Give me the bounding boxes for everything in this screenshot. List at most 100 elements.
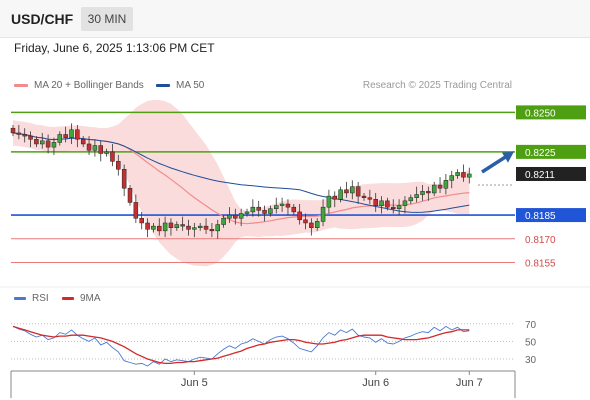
timeframe-badge[interactable]: 30 MIN — [81, 7, 133, 31]
candle-body[interactable] — [314, 221, 320, 228]
candle-body[interactable] — [151, 225, 156, 230]
candle-body[interactable] — [80, 138, 86, 145]
candle-body[interactable] — [51, 142, 57, 148]
rsi-series-9ma — [12, 325, 470, 365]
header-bar: USD/CHF 30 MIN — [0, 0, 590, 38]
x-tick-label: Jun 7 — [456, 377, 483, 389]
candle-body[interactable] — [449, 175, 454, 181]
candle-body[interactable] — [45, 140, 51, 148]
candle-body[interactable] — [34, 138, 39, 145]
candle-body[interactable] — [133, 202, 139, 219]
candle-body[interactable] — [420, 191, 425, 195]
candle-body[interactable] — [297, 211, 302, 221]
candle-body[interactable] — [244, 211, 250, 214]
candle-body[interactable] — [338, 189, 343, 200]
candle-body[interactable] — [402, 200, 408, 206]
legend-ma50: MA 50 — [156, 80, 204, 91]
rsi-swatch — [14, 296, 26, 300]
candle-body[interactable] — [455, 172, 460, 176]
candle-body[interactable] — [437, 184, 443, 189]
candle-body[interactable] — [98, 145, 103, 154]
candle-body[interactable] — [320, 206, 326, 222]
candle-body[interactable] — [355, 186, 361, 197]
candle-body[interactable] — [326, 195, 332, 208]
candle-body[interactable] — [116, 161, 121, 170]
candle-body[interactable] — [367, 197, 373, 200]
candle-body[interactable] — [379, 200, 384, 206]
candle-body[interactable] — [414, 194, 419, 198]
candle-body[interactable] — [238, 213, 244, 219]
candle-body[interactable] — [16, 132, 22, 135]
candle-body[interactable] — [209, 229, 215, 232]
candle-body[interactable] — [127, 187, 133, 203]
candle-body[interactable] — [426, 191, 431, 194]
candle-body[interactable] — [467, 173, 472, 178]
rsi-tick-label: 30 — [525, 355, 537, 366]
candle-body[interactable] — [157, 225, 162, 232]
candle-body[interactable] — [256, 206, 261, 211]
candle-body[interactable] — [291, 206, 297, 213]
candle-body[interactable] — [110, 151, 115, 162]
candle-body[interactable] — [250, 206, 256, 213]
legend-ma20: MA 20 + Bollinger Bands — [14, 80, 144, 91]
forecast-arrow-head — [502, 151, 514, 163]
candle-body[interactable] — [215, 224, 220, 232]
candle-body[interactable] — [332, 195, 337, 200]
candle-body[interactable] — [431, 184, 437, 194]
candle-body[interactable] — [274, 205, 279, 209]
candle-body[interactable] — [40, 140, 45, 145]
candle-body[interactable] — [28, 135, 33, 140]
candle-body[interactable] — [180, 224, 185, 227]
candle-body[interactable] — [186, 225, 191, 230]
legend-ma9: 9MA — [62, 293, 101, 304]
candle-body[interactable] — [168, 222, 174, 228]
candle-body[interactable] — [162, 222, 168, 232]
legend-ma9-label: 9MA — [80, 293, 101, 304]
candle-body[interactable] — [86, 143, 92, 151]
candle-body[interactable] — [174, 224, 180, 228]
candle-body[interactable] — [22, 134, 27, 137]
candle-body[interactable] — [385, 200, 390, 208]
candle-body[interactable] — [227, 214, 232, 219]
candle-body[interactable] — [139, 217, 144, 224]
candle-body[interactable] — [104, 151, 109, 154]
x-tick-label: Jun 5 — [181, 377, 208, 389]
candle-body[interactable] — [461, 172, 466, 178]
ma20-swatch — [14, 83, 28, 87]
candle-body[interactable] — [285, 203, 291, 208]
candle-body[interactable] — [63, 134, 68, 138]
candle-body[interactable] — [121, 169, 127, 189]
candle-body[interactable] — [233, 214, 238, 219]
candle-body[interactable] — [10, 127, 16, 134]
candle-body[interactable] — [373, 199, 378, 206]
candle-body[interactable] — [75, 129, 80, 140]
candle-body[interactable] — [57, 134, 63, 143]
candle-body[interactable] — [443, 180, 449, 189]
candle-body[interactable] — [203, 225, 209, 230]
level-tag-bg — [516, 208, 586, 223]
legend-ma20-label: MA 20 + Bollinger Bands — [34, 80, 144, 91]
level-tag-bg — [516, 105, 586, 120]
candle-body[interactable] — [361, 195, 367, 198]
candle-body[interactable] — [268, 208, 273, 214]
candle-body[interactable] — [396, 205, 402, 209]
candle-body[interactable] — [197, 225, 203, 228]
candle-body[interactable] — [303, 219, 308, 224]
candle-body[interactable] — [309, 222, 314, 228]
candle-body[interactable] — [391, 206, 396, 209]
candle-body[interactable] — [92, 145, 98, 151]
candle-body[interactable] — [279, 203, 285, 206]
candle-body[interactable] — [344, 189, 349, 194]
candle-body[interactable] — [192, 227, 197, 230]
candle-body[interactable] — [408, 197, 414, 202]
candle-body[interactable] — [350, 186, 355, 194]
legend-rsi: RSI — [14, 293, 49, 304]
level-tag-bg — [516, 166, 586, 181]
candle-body[interactable] — [69, 129, 74, 138]
level-label: 0.8185 — [525, 211, 556, 222]
candle-body[interactable] — [221, 217, 226, 225]
bollinger-band-area — [13, 99, 470, 267]
candle-body[interactable] — [145, 222, 150, 230]
candle-body[interactable] — [262, 210, 267, 214]
